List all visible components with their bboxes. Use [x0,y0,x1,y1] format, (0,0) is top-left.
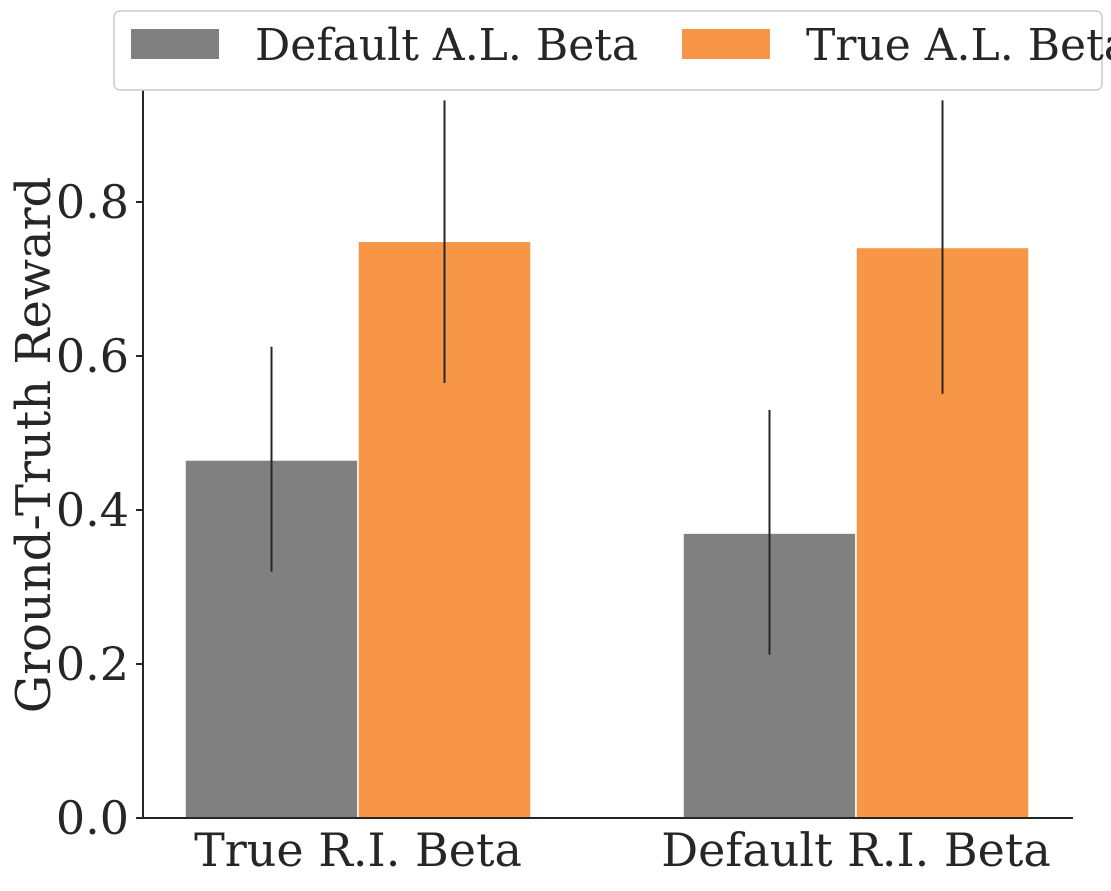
y-axis-title: Ground-Truth Reward [6,177,62,714]
x-tick-label-1: Default R.I. Beta [661,823,1051,877]
legend-swatch-true [682,29,770,59]
y-tick-label-3: 0.6 [56,329,129,383]
legend-frame [113,10,1103,91]
error-bars-layer [270,100,944,655]
x-tick-label-0: True R.I. Beta [194,823,522,877]
legend: Default A.L. Beta True A.L. Beta [113,10,1111,91]
legend-label-true: True A.L. Beta [806,20,1111,71]
y-ticks: 0.0 0.2 0.4 0.6 0.8 [56,175,143,845]
y-tick-label-2: 0.4 [56,483,129,537]
legend-label-default: Default A.L. Beta [255,20,638,71]
legend-swatch-default [131,29,219,59]
bars-layer [184,240,1030,819]
y-tick-label-1: 0.2 [56,637,129,691]
y-tick-label-4: 0.8 [56,175,129,229]
y-tick-label-0: 0.0 [56,791,129,845]
